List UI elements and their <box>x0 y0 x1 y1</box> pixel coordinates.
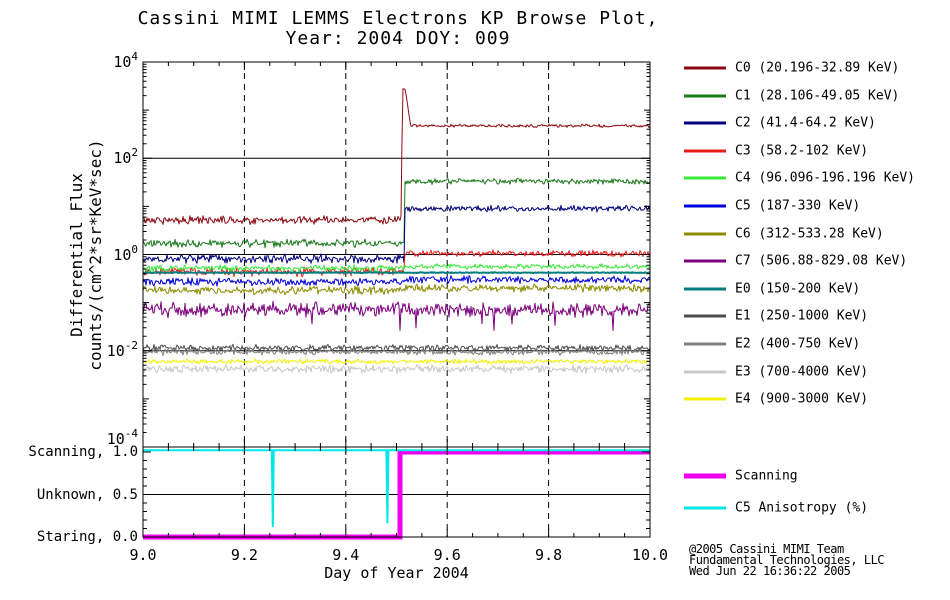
series-C1 <box>142 177 651 249</box>
legend-label: C5 Anisotropy (%) <box>735 500 869 516</box>
legend-label: E0 (150-200 KeV) <box>735 281 861 297</box>
legend-label: E4 (900-3000 KeV) <box>735 391 869 407</box>
y-tick-label: 100 <box>113 242 138 264</box>
legend-item-e3: E3 (700-4000 KeV) <box>684 364 868 379</box>
legend-swatch <box>684 259 726 263</box>
legend-item-c2: C2 (41.4-64.2 KeV) <box>684 116 876 131</box>
mode-tick-label: Unknown, 0.5 <box>36 486 138 503</box>
legend-swatch <box>684 176 726 180</box>
plot-title-line1: Cassini MIMI LEMMS Electrons KP Browse P… <box>137 8 659 29</box>
legend-item-c3: C3 (58.2-102 KeV) <box>684 143 868 158</box>
y-tick-label: 10-2 <box>106 338 138 360</box>
legend-swatch <box>684 232 726 236</box>
series-E4 <box>142 358 650 365</box>
series-E0 <box>142 271 651 275</box>
legend-label: E3 (700-4000 KeV) <box>735 364 869 380</box>
legend-item-c7: C7 (506.88-829.08 KeV) <box>684 254 907 269</box>
series-E3 <box>142 364 651 374</box>
axis-ticks <box>142 61 651 538</box>
y-tick-label: 10-4 <box>106 427 138 448</box>
legend-swatch <box>684 121 726 125</box>
legend-item-c0: C0 (20.196-32.89 KeV) <box>684 61 899 76</box>
legend-item-c4: C4 (96.096-196.196 KeV) <box>684 171 915 186</box>
legend-swatch <box>684 314 726 318</box>
credit-line3: Wed Jun 22 16:36:22 2005 <box>689 563 851 578</box>
x-tick-label: 9.8 <box>535 546 563 564</box>
legend-item-e2: E2 (400-750 KeV) <box>684 337 860 352</box>
legend-label: Scanning <box>735 468 798 484</box>
legend-swatch <box>684 94 726 98</box>
legend-label: C0 (20.196-32.89 KeV) <box>735 60 900 76</box>
c5-anisotropy-line <box>143 449 650 527</box>
legend-item-e1: E1 (250-1000 KeV) <box>684 309 868 324</box>
legend-swatch <box>684 66 726 70</box>
legend-label: C1 (28.106-49.05 KeV) <box>735 88 900 104</box>
x-tick-label: 9.6 <box>433 546 461 564</box>
series-E2 <box>142 347 650 356</box>
y-tick-label: 104 <box>113 50 138 71</box>
plot-title: Cassini MIMI LEMMS Electrons KP Browse P… <box>133 9 663 49</box>
series-C2 <box>142 204 651 264</box>
legend-label: E1 (250-1000 KeV) <box>735 308 869 324</box>
series-C4 <box>142 263 651 273</box>
legend-item-e4: E4 (900-3000 KeV) <box>684 392 868 407</box>
legend-item-e0: E0 (150-200 KeV) <box>684 281 860 296</box>
vertical-gridlines <box>243 62 550 537</box>
legend-swatch <box>684 397 726 401</box>
legend-label: C2 (41.4-64.2 KeV) <box>735 115 876 131</box>
legend-item-scanning: Scanning <box>684 469 798 484</box>
x-tick-label: 9.4 <box>332 546 360 564</box>
horizontal-gridlines <box>143 157 650 495</box>
x-axis-title: Day of Year 2004 <box>324 564 469 582</box>
legend-swatch <box>684 149 726 153</box>
y-tick-label: 102 <box>113 146 138 168</box>
mode-panel-frame <box>142 446 651 538</box>
legend-swatch <box>684 370 726 374</box>
x-tick-label: 9.2 <box>230 546 258 564</box>
mode-tick-label: Scanning, 1.0 <box>28 444 138 460</box>
plot-title-line2: Year: 2004 DOY: 009 <box>285 28 511 49</box>
series-C7 <box>142 300 651 331</box>
credit-line1: @2005 Cassini MIMI Team <box>689 542 844 556</box>
mode-tick-label: Staring, 0.0 <box>36 529 138 545</box>
x-tick-label: 10.0 <box>631 546 669 564</box>
credit-line2: Fundamental Technologies, LLC <box>689 552 885 567</box>
series-C6 <box>142 283 650 296</box>
legend-label: C7 (506.88-829.08 KeV) <box>735 253 908 269</box>
legend-label: C4 (96.096-196.196 KeV) <box>735 170 916 186</box>
series-C5 <box>142 275 651 287</box>
legend-item-c5: C5 (187-330 KeV) <box>684 199 860 214</box>
credit: @2005 Cassini MIMI Team Fundamental Tech… <box>689 542 885 578</box>
series-C0 <box>142 88 651 225</box>
flux-series-group <box>142 88 651 374</box>
legend-swatch <box>684 287 726 291</box>
legend-item-c1: C1 (28.106-49.05 KeV) <box>684 88 899 103</box>
legend-item-c5-anisotropy: C5 Anisotropy (%) <box>684 501 868 516</box>
legend-label: C3 (58.2-102 KeV) <box>735 143 869 159</box>
legend-swatch <box>684 204 726 208</box>
legend-item-c6: C6 (312-533.28 KeV) <box>684 226 884 241</box>
legend-swatch <box>684 506 726 510</box>
legend-label: C6 (312-533.28 KeV) <box>735 226 884 242</box>
legend-label: C5 (187-330 KeV) <box>735 198 861 214</box>
x-tick-label: 9.0 <box>129 546 157 564</box>
legend-swatch <box>684 473 726 479</box>
legend-swatch <box>684 342 726 346</box>
series-E1 <box>142 343 651 352</box>
legend-label: E2 (400-750 KeV) <box>735 336 861 352</box>
